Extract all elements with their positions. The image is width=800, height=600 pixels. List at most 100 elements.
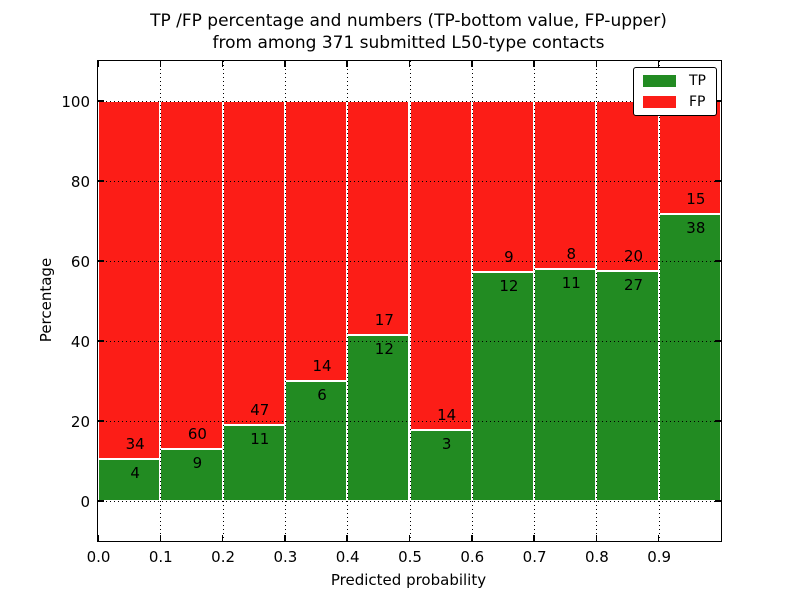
y-tick-left (98, 180, 104, 182)
bar-fp-0.2-0.3 (222, 101, 285, 426)
fp-count-label: 14 (312, 357, 332, 375)
x-tick-top (471, 61, 473, 67)
bar-tp-0.9-1.0 (658, 214, 721, 501)
bar-tp-0.8-0.9 (596, 271, 659, 501)
fp-count-label: 60 (187, 424, 207, 443)
bar-tp-0.4-0.5 (347, 335, 410, 501)
bar-fp-0.4-0.5 (347, 101, 410, 336)
y-tick-left (98, 260, 104, 262)
v-gridline-0.4 (347, 61, 349, 541)
y-tick-left (98, 340, 104, 342)
x-tick-top (408, 61, 411, 67)
chart-title-line2: from among 371 submitted L50-type contac… (212, 33, 605, 53)
x-tick-top (595, 61, 598, 67)
bar-tp-0.7-0.8 (534, 269, 597, 501)
y-tick-right (715, 420, 721, 422)
x-tick-label: 0.7 (522, 548, 547, 566)
y-tick-label: 20 (70, 412, 90, 431)
x-tick-label: 0.5 (398, 548, 422, 566)
x-tick-top (284, 61, 286, 67)
tp-count-label: 3 (441, 435, 452, 454)
x-tick-top (657, 61, 660, 67)
bar-fp-0.0-0.1 (98, 101, 161, 459)
x-axis-label: Predicted probability (330, 571, 487, 589)
x-tick-label: 0.8 (584, 548, 609, 566)
bar-fp-0.5-0.6 (409, 101, 472, 431)
chart-title-line1: TP /FP percentage and numbers (TP-bottom… (150, 11, 667, 31)
x-tick-top (346, 61, 348, 67)
fp-count-label: 15 (686, 190, 706, 209)
x-tick-top (159, 61, 162, 67)
v-gridline-0.3 (284, 61, 286, 541)
bar-fp-0.7-0.8 (534, 101, 597, 270)
fp-count-label: 17 (374, 311, 394, 330)
x-tick-label: 0.4 (335, 548, 360, 566)
x-tick-bottom (595, 535, 598, 541)
fp-count-label: 34 (125, 434, 145, 453)
bar-fp-0.6-0.7 (471, 101, 535, 273)
tp-count-label: 9 (192, 453, 203, 472)
v-gridline-0.6 (471, 61, 473, 541)
tp-count-label: 11 (250, 430, 270, 449)
y-tick-label: 60 (70, 252, 90, 271)
legend-label-FP: FP (689, 94, 706, 110)
x-tick-bottom (408, 535, 411, 541)
legend-label-TP: TP (689, 73, 706, 89)
chart-title: TP /FP percentage and numbers (TP-bottom… (97, 10, 720, 54)
x-tick-bottom (346, 535, 348, 541)
x-tick-top (533, 61, 535, 67)
tp-count-label: 12 (499, 277, 519, 296)
y-tick-label: 100 (61, 92, 90, 111)
tp-count-label: 38 (686, 219, 706, 238)
v-gridline-0.7 (534, 61, 536, 541)
fp-count-label: 9 (504, 248, 514, 267)
tp-count-label: 12 (374, 340, 394, 359)
y-tick-right (715, 100, 721, 102)
y-tick-left (98, 500, 104, 502)
y-tick-label: 80 (70, 172, 90, 191)
v-gridline-0.1 (160, 61, 162, 541)
x-tick-label: 0.3 (273, 548, 298, 566)
y-tick-left (98, 420, 104, 422)
y-tick-right (715, 180, 721, 182)
bar-tp-0.6-0.7 (471, 272, 535, 501)
v-gridline-0.2 (222, 61, 224, 541)
x-tick-bottom (284, 535, 286, 541)
legend-swatch-TP (643, 75, 676, 87)
tp-count-label: 27 (624, 276, 644, 295)
x-tick-label: 0.1 (148, 548, 173, 566)
x-tick-top (97, 61, 99, 67)
bar-fp-0.1-0.2 (160, 101, 223, 449)
y-tick-left (98, 100, 104, 102)
x-tick-bottom (657, 535, 660, 541)
fp-count-label: 20 (624, 247, 644, 266)
plot-area: TP FP 34 4 60 9 47 11 14 6 17 12 14 3 9 12 8 11 20 27 15 38 (97, 60, 722, 542)
tp-count-label: 4 (130, 463, 140, 482)
y-tick-label: 0 (80, 492, 90, 511)
y-tick-right (715, 500, 721, 502)
x-tick-bottom (533, 535, 535, 541)
x-tick-label: 0.2 (211, 548, 236, 566)
y-tick-label: 40 (70, 332, 90, 351)
bar-tp-0.0-0.1 (98, 458, 161, 501)
v-gridline-0.8 (596, 61, 598, 541)
x-tick-bottom (97, 535, 99, 541)
x-tick-label: 0.9 (647, 548, 672, 566)
v-gridline-0.5 (409, 61, 411, 541)
tp-count-label: 6 (317, 386, 327, 404)
legend-entry-FP: FP (643, 95, 706, 109)
legend-entry-TP: TP (643, 74, 706, 88)
fp-count-label: 14 (437, 406, 457, 425)
v-gridline-0.9 (658, 61, 660, 541)
x-tick-top (221, 61, 224, 67)
y-tick-right (715, 260, 721, 262)
fp-count-label: 47 (250, 401, 270, 420)
bar-tp-0.3-0.4 (284, 381, 348, 501)
x-tick-label: 0.0 (86, 548, 111, 566)
bar-fp-0.8-0.9 (596, 101, 659, 272)
fp-count-label: 8 (566, 245, 577, 264)
bar-fp-0.3-0.4 (284, 101, 348, 381)
legend: TP FP (633, 67, 717, 116)
x-tick-label: 0.6 (460, 548, 485, 566)
